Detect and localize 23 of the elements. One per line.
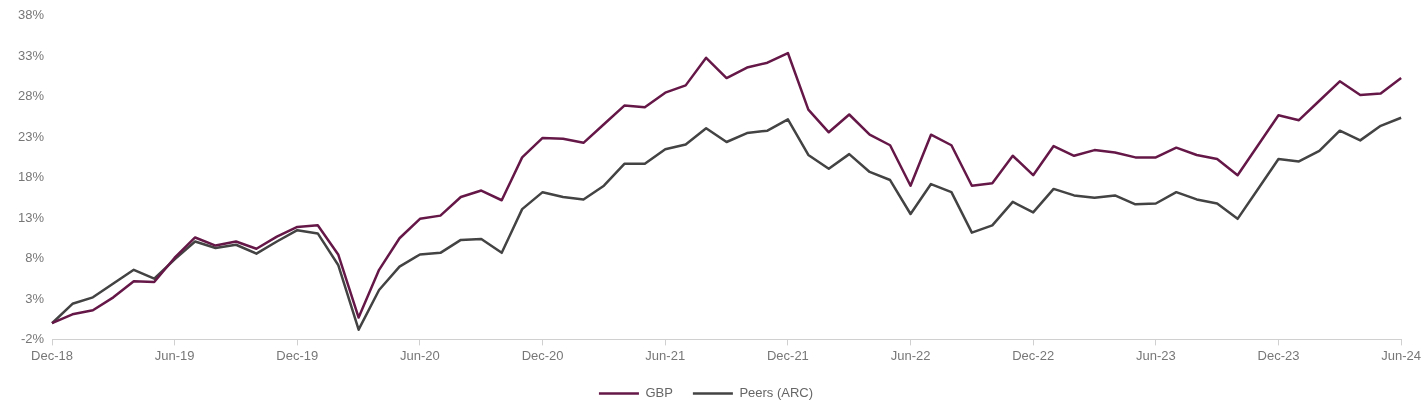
x-tick-label: Dec-22: [1012, 347, 1055, 363]
y-tick-label: 3%: [25, 290, 45, 306]
x-tick-label: Dec-20: [521, 347, 564, 363]
x-tick-label: Jun-21: [645, 347, 686, 363]
x-tick-label: Dec-18: [31, 347, 73, 363]
x-tick-label: Jun-19: [154, 347, 195, 363]
y-tick-label: 18%: [17, 169, 45, 185]
y-tick-label: 33%: [17, 47, 45, 63]
y-tick-label: 38%: [17, 7, 45, 23]
x-tick-label: Jun-22: [890, 347, 931, 363]
x-tick-label: Jun-24: [1381, 347, 1421, 363]
y-tick-label: 13%: [17, 209, 45, 225]
legend-label: Peers (ARC): [739, 385, 814, 401]
x-tick-label: Dec-21: [766, 347, 809, 363]
y-tick-label: 8%: [25, 250, 45, 266]
x-tick-label: Jun-20: [400, 347, 440, 363]
legend-label: GBP: [645, 385, 673, 401]
y-tick-label: 23%: [17, 128, 45, 144]
y-tick-label: 28%: [17, 88, 45, 104]
x-tick-label: Jun-23: [1135, 347, 1176, 363]
x-tick-label: Dec-19: [276, 347, 319, 363]
y-tick-label: -2%: [20, 330, 45, 346]
x-tick-label: Dec-23: [1257, 347, 1300, 363]
